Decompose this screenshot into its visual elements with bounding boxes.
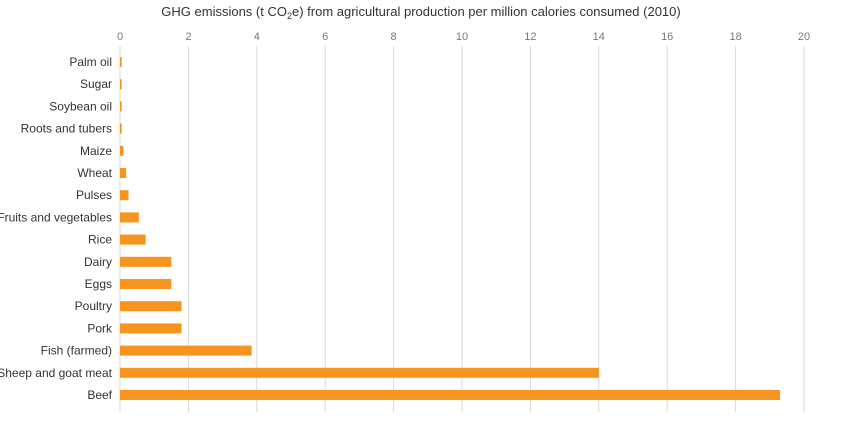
category-label: Roots and tubers <box>21 122 112 136</box>
bar <box>120 190 129 201</box>
category-label: Dairy <box>84 255 112 269</box>
bars <box>120 57 781 400</box>
grid-lines <box>119 46 805 412</box>
bar <box>120 212 139 223</box>
category-labels: Palm oil Sugar Soybean oil Roots and tubers… <box>0 55 113 402</box>
x-tick-label: 18 <box>729 31 741 43</box>
bar <box>120 57 122 67</box>
x-tick-label: 12 <box>524 31 536 43</box>
category-label: Rice <box>88 233 112 247</box>
bar <box>120 345 252 356</box>
bar <box>120 367 599 378</box>
x-axis-ticks: 0 2 4 6 8 10 12 14 16 18 20 <box>117 31 810 43</box>
category-label: Maize <box>80 144 112 158</box>
bar <box>120 79 122 90</box>
x-tick-label: 20 <box>798 31 810 43</box>
category-label: Fish (farmed) <box>41 344 112 358</box>
x-tick-label: 8 <box>391 31 397 43</box>
title-suffix: e) from agricultural production per mill… <box>291 4 681 19</box>
bar <box>120 323 182 334</box>
category-label: Beef <box>87 388 112 402</box>
chart-title: GHG emissions (t CO2e) from agricultural… <box>0 4 842 21</box>
category-label: Sheep and goat meat <box>0 366 113 380</box>
bar <box>120 123 122 134</box>
title-prefix: GHG emissions (t CO <box>161 4 287 19</box>
x-tick-label: 0 <box>117 31 123 43</box>
bar <box>120 256 172 267</box>
bar <box>120 390 781 400</box>
category-label: Pulses <box>76 188 112 202</box>
x-tick-label: 2 <box>185 31 191 43</box>
x-tick-label: 16 <box>661 31 673 43</box>
x-tick-label: 14 <box>593 31 605 43</box>
x-tick-label: 10 <box>456 31 468 43</box>
bar <box>120 234 146 245</box>
category-label: Fruits and vegetables <box>0 210 112 224</box>
category-label: Wheat <box>77 166 112 180</box>
bar <box>120 168 127 178</box>
bar <box>120 145 124 156</box>
category-label: Soybean oil <box>49 99 112 113</box>
x-tick-label: 6 <box>322 31 328 43</box>
bar <box>120 101 122 112</box>
category-label: Poultry <box>75 299 112 313</box>
category-label: Pork <box>87 321 113 335</box>
category-label: Eggs <box>85 277 112 291</box>
category-label: Palm oil <box>69 55 112 69</box>
x-tick-label: 4 <box>254 31 260 43</box>
bar <box>120 301 182 312</box>
category-label: Sugar <box>80 77 112 91</box>
bar <box>120 279 172 289</box>
title-subscript: 2 <box>286 11 292 21</box>
